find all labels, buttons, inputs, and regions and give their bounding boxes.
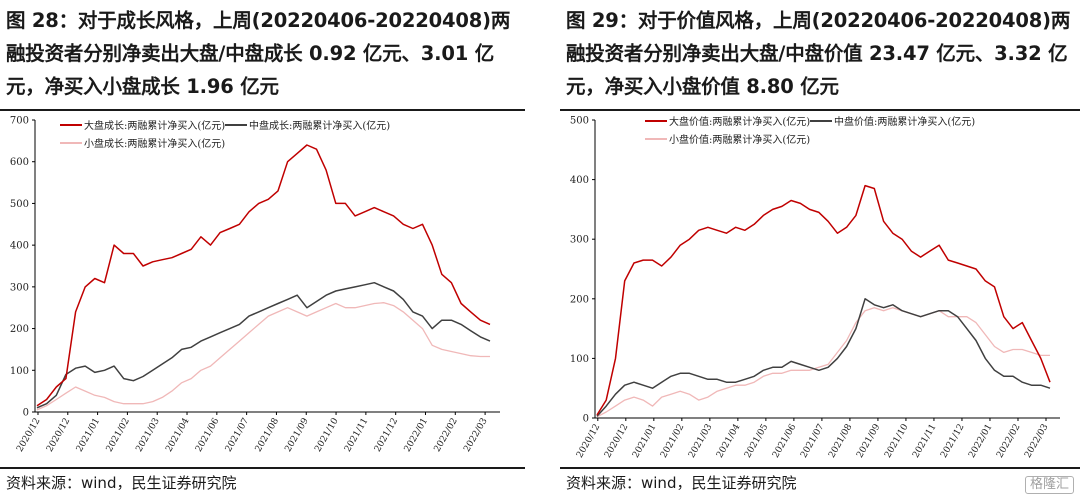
x-tick-label: 2021/02 [105, 417, 132, 454]
x-tick-label: 2021/10 [883, 422, 910, 460]
y-tick-label: 300 [570, 235, 589, 246]
legend-label-large: 大盘价值:两融累计净买入(亿元) [669, 115, 810, 128]
y-tick-label: 0 [23, 408, 29, 419]
legend-label-mid: 中盘成长:两融累计净买入(亿元) [249, 119, 390, 132]
x-tick-label: 2021/12 [939, 423, 966, 460]
x-tick-label: 2020/12 [603, 423, 630, 460]
x-tick-label: 2022/02 [995, 423, 1022, 460]
figure-title: 图 28：对于成长风格，上周(20220406-20220408)两融投资者分别… [6, 9, 511, 98]
x-tick-label: 2021/12 [373, 417, 400, 454]
series-line-mid [36, 281, 491, 409]
y-tick-label: 400 [10, 241, 29, 252]
x-tick-label: 2021/06 [771, 422, 798, 460]
chart-panel-value: 图 29：对于价值风格，上周(20220406-20220408)两融投资者分别… [560, 0, 1080, 498]
figure-title: 图 29：对于价值风格，上周(20220406-20220408)两融投资者分别… [566, 9, 1071, 98]
x-tick-label: 2021/10 [313, 416, 340, 454]
series-line-large [596, 184, 1051, 416]
legend-label-small: 小盘价值:两融累计净买入(亿元) [669, 133, 810, 146]
y-tick-label: 500 [570, 116, 589, 127]
x-tick-label: 2022/01 [967, 423, 994, 460]
series-line-mid [596, 298, 1051, 417]
legend-label-small: 小盘成长:两融累计净买入(亿元) [84, 137, 225, 150]
x-tick-label: 2021/09 [283, 416, 310, 454]
x-tick-label: 2021/03 [134, 416, 161, 454]
x-tick-label: 2021/05 [743, 422, 770, 460]
series-line-small [36, 302, 490, 411]
series-line-small [596, 307, 1050, 418]
title-divider [560, 109, 1080, 111]
x-tick-label: 2021/02 [659, 423, 686, 460]
x-tick-label: 2022/01 [403, 417, 430, 454]
x-tick-label: 2021/11 [343, 417, 370, 454]
y-tick-label: 200 [10, 324, 29, 335]
x-tick-label: 2021/01 [631, 423, 658, 460]
y-tick-label: 700 [10, 116, 29, 127]
x-tick-label: 2021/07 [799, 422, 826, 460]
x-tick-label: 2021/08 [254, 416, 281, 454]
x-tick-label: 2021/11 [911, 423, 938, 460]
watermark-logo: 格隆汇 [1024, 476, 1074, 494]
y-tick-label: 100 [10, 366, 29, 377]
x-tick-label: 2020/12 [15, 417, 42, 454]
legend-label-large: 大盘成长:两融累计净买入(亿元) [84, 119, 225, 132]
x-tick-label: 2021/07 [224, 416, 251, 454]
source-note: 资料来源：wind，民生证券研究院 [566, 474, 797, 492]
x-tick-label: 2022/03 [462, 416, 489, 454]
y-tick-label: 400 [570, 175, 589, 186]
y-tick-label: 200 [570, 294, 589, 305]
y-tick-label: 300 [10, 282, 29, 293]
chart-panel-growth: 图 28：对于成长风格，上周(20220406-20220408)两融投资者分别… [0, 0, 525, 498]
legend-label-mid: 中盘价值:两融累计净买入(亿元) [834, 115, 975, 128]
y-tick-label: 0 [583, 414, 589, 425]
x-tick-label: 2020/12 [45, 417, 72, 454]
y-tick-label: 600 [10, 157, 29, 168]
x-tick-label: 2022/02 [433, 417, 460, 454]
x-tick-label: 2021/04 [164, 416, 191, 454]
source-divider [0, 467, 525, 469]
x-tick-label: 2021/08 [827, 422, 854, 460]
series-line-large [36, 144, 491, 407]
x-tick-label: 2021/04 [715, 422, 742, 460]
title-divider [0, 109, 525, 111]
x-tick-label: 2021/09 [855, 422, 882, 460]
y-tick-label: 500 [10, 199, 29, 210]
x-tick-label: 2021/03 [687, 422, 714, 460]
source-divider [560, 467, 1080, 469]
x-tick-label: 2020/12 [575, 423, 602, 460]
x-tick-label: 2022/03 [1023, 422, 1050, 460]
x-tick-label: 2021/06 [194, 416, 221, 454]
source-note: 资料来源：wind，民生证券研究院 [6, 474, 237, 492]
y-tick-label: 100 [570, 354, 589, 365]
x-tick-label: 2021/01 [75, 417, 102, 454]
